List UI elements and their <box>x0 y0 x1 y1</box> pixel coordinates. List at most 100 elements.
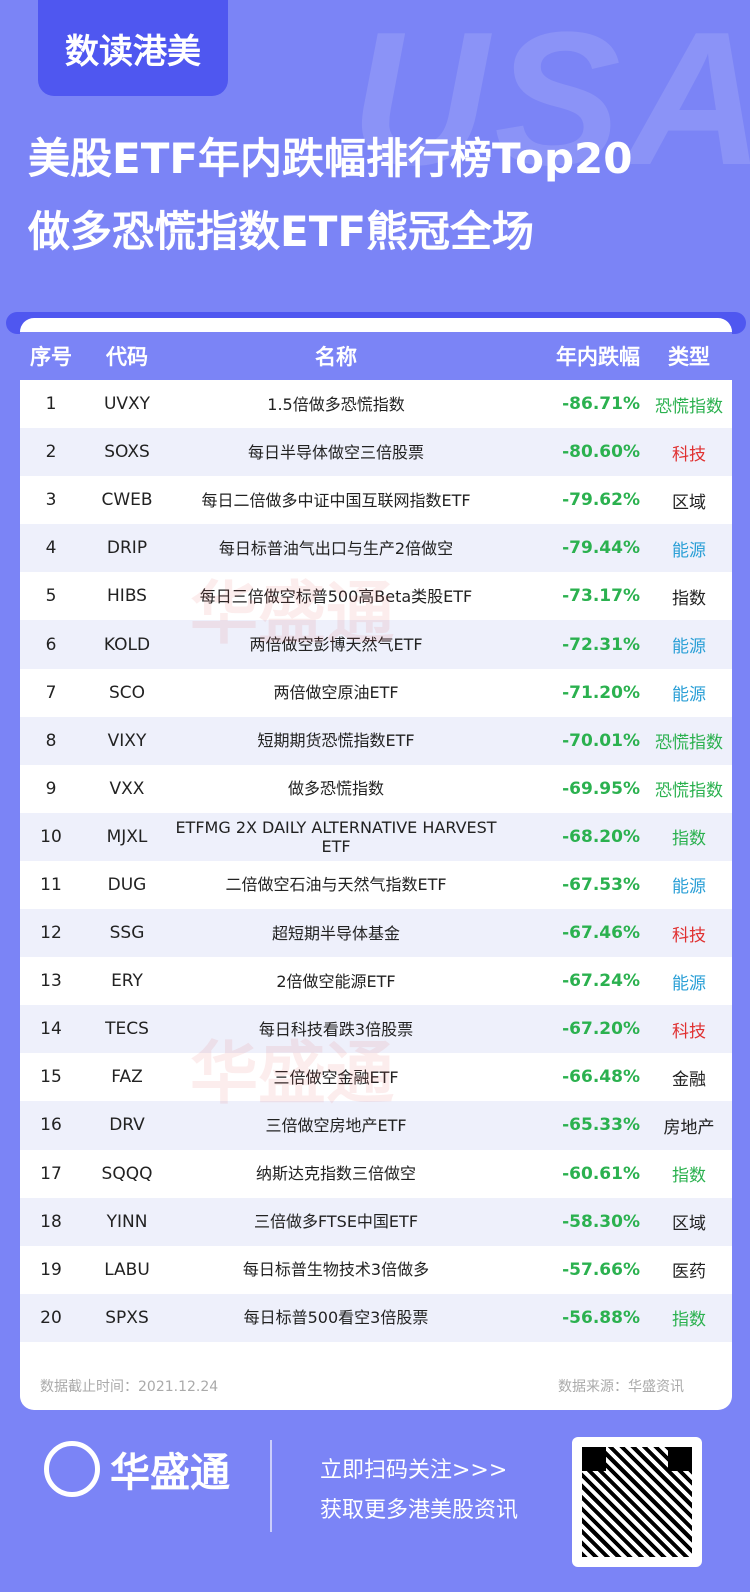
row-change: -69.95% <box>562 778 640 799</box>
header-change: 年内跌幅 <box>556 345 640 369</box>
row-type: 能源 <box>672 637 706 658</box>
row-code: HIBS <box>107 586 147 607</box>
qr-code[interactable] <box>572 1437 702 1567</box>
row-no: 16 <box>40 1115 62 1136</box>
row-change: -67.24% <box>562 971 640 992</box>
row-type: 指数 <box>672 1310 706 1331</box>
row-type: 区域 <box>672 492 706 513</box>
row-type: 恐慌指数 <box>655 733 723 754</box>
row-name: 二倍做空石油与天然气指数ETF <box>225 875 447 895</box>
row-name: 纳斯达克指数三倍做空 <box>255 1164 416 1184</box>
row-change: -70.01% <box>562 730 640 751</box>
cta-scan: 立即扫码关注>>> <box>320 1458 508 1483</box>
ranking-table-card: 序号 代码 名称 年内跌幅 类型 1 UVXY 1.5倍做多恐慌指数 -86.71% 恐… <box>20 318 732 1410</box>
table-row: 6 KOLD 两倍做空彭博天然气ETF -72.31% 能源 <box>20 620 732 669</box>
table-row: 19 LABU 每日标普生物技术3倍做多 -57.66% 医药 <box>20 1246 732 1294</box>
qr-code-icon <box>582 1447 692 1557</box>
row-type: 科技 <box>672 925 706 946</box>
row-change: -67.20% <box>562 1019 640 1040</box>
row-name: 三倍做空房地产ETF <box>265 1115 407 1135</box>
header-code: 代码 <box>106 345 148 369</box>
table-row: 15 FAZ 三倍做空金融ETF -66.48% 金融 <box>20 1053 732 1101</box>
watermark: 华盛通 <box>190 1035 395 1114</box>
row-name: 两倍做空彭博天然气ETF <box>249 635 423 655</box>
row-code: LABU <box>104 1259 150 1280</box>
table-header: 序号 代码 名称 年内跌幅 类型 <box>20 332 732 380</box>
header-type: 类型 <box>668 345 710 369</box>
table-row: 16 DRV 三倍做空房地产ETF -65.33% 房地产 <box>20 1101 732 1150</box>
row-type: 金融 <box>672 1069 706 1090</box>
row-name: 短期期货恐慌指数ETF <box>257 731 415 751</box>
data-source-note: 数据来源：华盛资讯 <box>558 1379 684 1395</box>
row-code: VXX <box>109 778 145 799</box>
row-change: -79.62% <box>562 490 640 511</box>
table-row: 11 DUG 二倍做空石油与天然气指数ETF -67.53% 能源 <box>20 861 732 909</box>
data-date-note: 数据截止时间：2021.12.24 <box>40 1379 219 1395</box>
row-type: 房地产 <box>663 1117 715 1138</box>
row-no: 3 <box>45 490 57 511</box>
row-code: TECS <box>105 1019 149 1040</box>
row-type: 恐慌指数 <box>655 396 723 417</box>
row-no: 20 <box>40 1307 62 1328</box>
row-name: 三倍做多FTSE中国ETF <box>253 1212 419 1232</box>
row-change: -73.17% <box>562 586 640 607</box>
table-row: 10 MJXL ETFMG 2X DAILY ALTERNATIVE HARVEST… <box>20 812 732 861</box>
cta-more-info: 获取更多港美股资讯 <box>320 1498 519 1523</box>
table-body: 1 UVXY 1.5倍做多恐慌指数 -86.71% 恐慌指数 2 SOXS 每日半导体做空三倍… <box>20 380 732 1342</box>
row-change: -86.71% <box>562 394 640 415</box>
row-no: 10 <box>40 826 62 847</box>
row-name: 每日科技看跌3倍股票 <box>258 1019 414 1039</box>
bottom-brand-name: 华盛通 <box>110 1450 230 1496</box>
row-type: 能源 <box>672 540 706 561</box>
row-no: 12 <box>40 923 62 944</box>
table-row: 12 SSG 超短期半导体基金 -67.46% 科技 <box>20 909 732 958</box>
row-name: 每日三倍做空标普500高Beta类股ETF <box>199 586 473 606</box>
row-no: 9 <box>45 778 57 799</box>
row-code: SSG <box>109 923 145 944</box>
row-no: 17 <box>40 1163 62 1184</box>
row-no: 18 <box>40 1211 62 1232</box>
row-no: 8 <box>45 730 57 751</box>
row-type: 区域 <box>672 1214 706 1235</box>
row-change: -60.61% <box>562 1163 640 1184</box>
table-row: 9 VXX 做多恐慌指数 -69.95% 恐慌指数 <box>20 765 732 813</box>
row-change: -56.88% <box>562 1307 640 1328</box>
row-code: DUG <box>107 874 147 895</box>
row-no: 15 <box>40 1067 62 1088</box>
row-type: 指数 <box>672 1166 706 1187</box>
row-code: UVXY <box>103 394 151 415</box>
row-no: 2 <box>45 442 57 463</box>
row-change: -65.33% <box>562 1115 640 1136</box>
table-row: 4 DRIP 每日标普油气出口与生产2倍做空 -79.44% 能源 <box>20 524 732 573</box>
row-change: -67.46% <box>562 923 640 944</box>
page-title: 美股ETF年内跌幅排行榜Top20 <box>28 134 633 183</box>
row-name: 每日标普油气出口与生产2倍做空 <box>218 538 454 558</box>
row-type: 能源 <box>672 877 706 898</box>
table-row: 2 SOXS 每日半导体做空三倍股票 -80.60% 科技 <box>20 428 732 477</box>
row-change: -80.60% <box>562 442 640 463</box>
row-type: 科技 <box>672 444 706 465</box>
table-row: 5 HIBS 每日三倍做空标普500高Beta类股ETF -73.17% 指数 <box>20 572 732 620</box>
row-code: VIXY <box>107 730 147 751</box>
header-no: 序号 <box>30 345 72 369</box>
row-type: 指数 <box>672 588 706 609</box>
row-code: DRV <box>109 1115 145 1136</box>
table-row: 7 SCO 两倍做空原油ETF -71.20% 能源 <box>20 669 732 717</box>
row-code: SQQQ <box>101 1163 153 1184</box>
table-row: 18 YINN 三倍做多FTSE中国ETF -58.30% 区域 <box>20 1197 732 1246</box>
row-name: 每日二倍做多中证中国互联网指数ETF <box>201 490 471 510</box>
row-no: 5 <box>45 586 57 607</box>
row-code: MJXL <box>106 826 148 847</box>
row-type: 科技 <box>672 1021 706 1042</box>
row-code: DRIP <box>106 538 148 559</box>
row-type: 恐慌指数 <box>655 781 723 802</box>
row-no: 1 <box>45 394 57 415</box>
row-type: 能源 <box>672 973 706 994</box>
row-no: 6 <box>45 634 57 655</box>
row-change: -57.66% <box>562 1259 640 1280</box>
row-name: 每日标普500看空3倍股票 <box>243 1308 429 1328</box>
table-row: 17 SQQQ 纳斯达克指数三倍做空 -60.61% 指数 <box>20 1150 732 1198</box>
row-name: 超短期半导体基金 <box>271 923 400 943</box>
row-code: ERY <box>111 971 143 992</box>
table-row: 13 ERY 2倍做空能源ETF -67.24% 能源 <box>20 957 732 1005</box>
